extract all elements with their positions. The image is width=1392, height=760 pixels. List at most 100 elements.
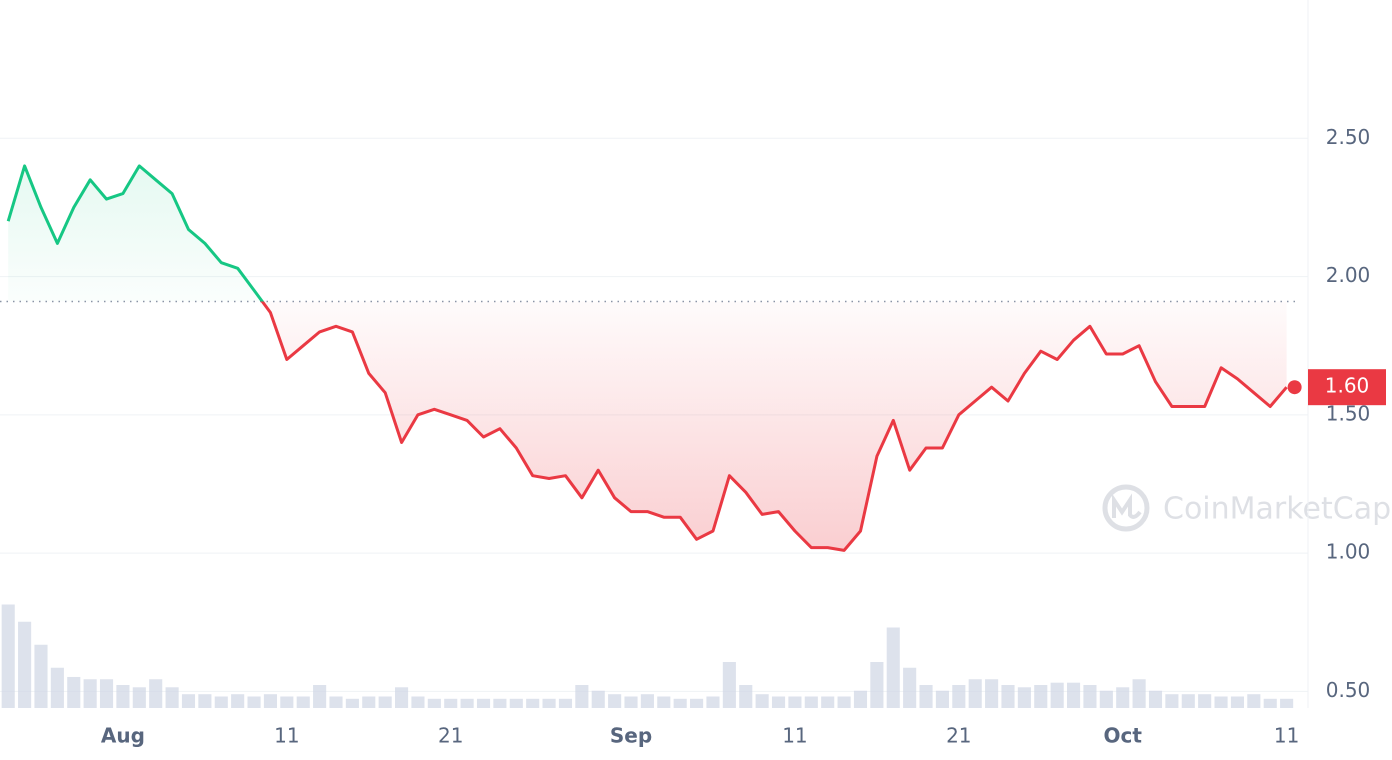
volume-bar <box>378 696 392 708</box>
volume-bar <box>1099 690 1113 708</box>
volume-bar <box>395 687 409 708</box>
volume-bar <box>886 627 900 708</box>
volume-bar <box>247 696 261 708</box>
y-tick-label: 2.50 <box>1326 125 1371 149</box>
volume-bar <box>804 696 818 708</box>
volume-bar <box>739 685 753 708</box>
volume-bar <box>1034 685 1048 708</box>
volume-bar <box>18 621 32 708</box>
volume-bar <box>1165 694 1179 708</box>
volume-bar <box>690 698 704 708</box>
volume-bar <box>1148 690 1163 708</box>
volume-bar <box>1 604 15 708</box>
volume-bar <box>640 694 654 708</box>
volume-bar <box>329 696 343 708</box>
volume-bar <box>149 679 163 708</box>
volume-bar <box>181 694 196 708</box>
volume-bar <box>263 694 277 708</box>
volume-bar <box>968 679 982 708</box>
volume-bar <box>1017 687 1031 708</box>
volume-bar <box>67 676 81 708</box>
volume-bar <box>1116 687 1130 708</box>
volume-bar <box>952 685 966 708</box>
volume-bar <box>558 698 573 708</box>
volume-bar <box>1280 698 1294 708</box>
watermark-logo <box>1102 484 1150 532</box>
volume-bar <box>411 696 425 708</box>
volume-bar <box>231 694 245 708</box>
volume-bar <box>50 667 64 708</box>
x-tick-label: 21 <box>438 724 463 748</box>
volume-bar <box>476 698 491 708</box>
volume-bar <box>985 679 999 708</box>
volume-bar <box>788 696 802 708</box>
volume-bar <box>1247 694 1261 708</box>
volume-bar <box>99 679 114 708</box>
volume-bar <box>313 685 327 708</box>
volume-bar <box>853 690 868 708</box>
volume-bar <box>1181 694 1195 708</box>
x-tick-label: 21 <box>946 724 971 748</box>
volume-bar <box>657 696 671 708</box>
y-tick-label: 0.50 <box>1326 678 1371 702</box>
volume-bar <box>165 687 179 708</box>
volume-bar <box>919 685 933 708</box>
current-point <box>1287 380 1302 395</box>
volume-bar <box>460 698 474 708</box>
watermark: CoinMarketCap <box>1102 484 1391 532</box>
volume-bar <box>1214 696 1228 708</box>
volume-bar <box>903 667 917 708</box>
volume-bar <box>1083 685 1097 708</box>
volume-bar <box>821 696 835 708</box>
volume-bar <box>1198 694 1212 708</box>
volume-bar <box>542 698 556 708</box>
volume-bar <box>1132 679 1146 708</box>
x-tick-label: 11 <box>274 724 299 748</box>
volume-bar <box>870 662 884 708</box>
volume-bar <box>83 679 97 708</box>
volume-bar <box>1230 696 1245 708</box>
x-tick-label: 11 <box>782 724 807 748</box>
volume-bar <box>591 690 605 708</box>
volume-bar <box>198 694 212 708</box>
volume-bar <box>722 662 736 708</box>
volume-bar <box>1001 685 1015 708</box>
price-area <box>8 165 1287 551</box>
volume-bar <box>1263 698 1277 708</box>
x-tick-label: Sep <box>610 724 652 748</box>
volume-bar <box>1050 682 1064 708</box>
volume-bar <box>493 698 507 708</box>
y-tick-label: 2.00 <box>1326 263 1371 287</box>
volume-bar <box>608 694 622 708</box>
volume-bar <box>116 685 130 708</box>
volume-bar <box>345 698 359 708</box>
volume-bar <box>706 696 720 708</box>
current-label-bg <box>1308 369 1386 406</box>
volume-bar <box>362 696 376 708</box>
volume-bar <box>755 694 769 708</box>
price-line <box>6 164 1288 552</box>
watermark-logo-mark <box>1112 493 1142 519</box>
x-tick-label: Oct <box>1104 724 1143 748</box>
x-tick-label: Aug <box>101 724 145 748</box>
y-tick-label: 1.50 <box>1326 401 1371 425</box>
volume-bar <box>837 696 851 708</box>
volume-bar <box>132 687 146 708</box>
y-tick-label: 1.00 <box>1326 540 1371 564</box>
volume-bar <box>673 698 687 708</box>
watermark-text: CoinMarketCap <box>1163 492 1391 527</box>
volume-bar <box>214 696 228 708</box>
volume-bar <box>296 696 310 708</box>
volume-bar <box>575 685 589 708</box>
volume-bar <box>526 698 540 708</box>
volume-bar <box>280 696 294 708</box>
current-label: 1.60 <box>1325 374 1370 398</box>
volume-bar <box>935 690 949 708</box>
volume-bar <box>34 644 48 708</box>
volume-bar <box>444 698 458 708</box>
volume-bar <box>1066 682 1081 708</box>
volume-bar <box>427 698 441 708</box>
volume-bar <box>624 696 638 708</box>
